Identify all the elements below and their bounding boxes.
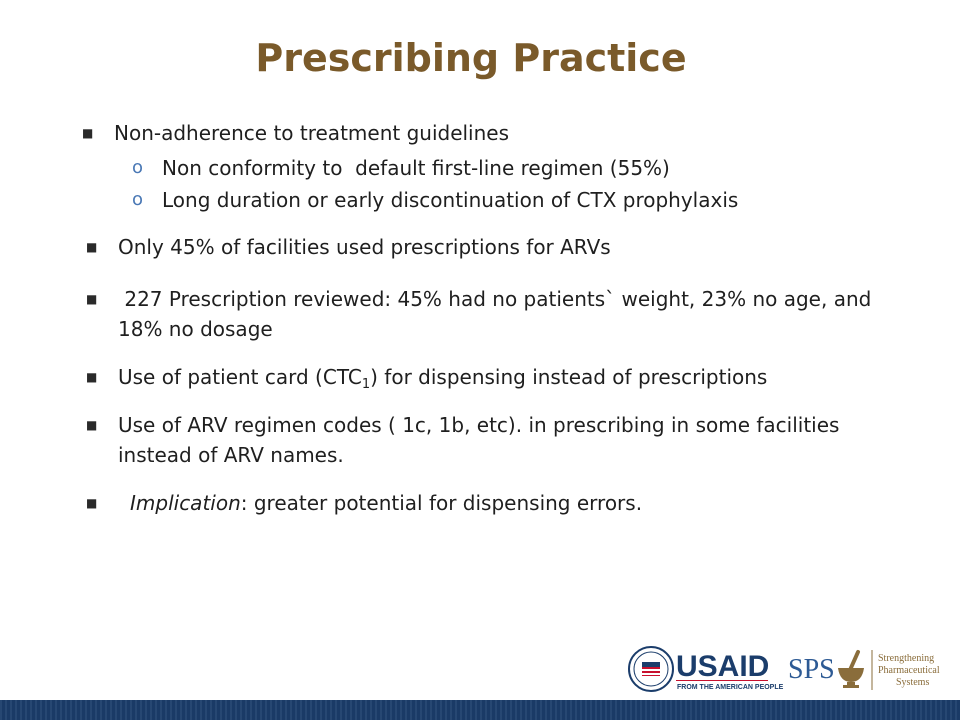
square-bullet-icon: ■ (86, 292, 98, 306)
sub-bullet-item: o Long duration or early discontinuation… (132, 186, 738, 214)
sub-bullet-item: o Non conformity to default first-line r… (132, 154, 670, 182)
bullet-item: ■ Implication: greater potential for dis… (86, 488, 642, 518)
bullet-item: ■ 227 Prescription reviewed: 45% had no … (86, 284, 871, 344)
sps-logo-text: SPS (788, 654, 835, 685)
square-bullet-icon: ■ (86, 240, 98, 254)
slide-title: Prescribing Practice (255, 36, 687, 80)
square-bullet-icon: ■ (82, 126, 94, 140)
bullet-text: Non-adherence to treatment guidelines (114, 121, 510, 145)
logo-area: USAID FROM THE AMERICAN PEOPLE SPS Stren… (628, 644, 958, 694)
usaid-seal-icon (628, 646, 674, 692)
bullet-item: ■ Use of patient card (CTC1) for dispens… (86, 362, 767, 392)
bullet-text: Use of ARV regimen codes ( 1c, 1b, etc).… (118, 413, 840, 437)
sps-line-1: Strengthening (878, 653, 934, 664)
bullet-text: 227 Prescription reviewed: 45% had no pa… (118, 287, 872, 311)
bullet-text: Only 45% of facilities used prescription… (118, 235, 611, 259)
sub-bullet-text: Non conformity to default first-line reg… (162, 156, 670, 180)
usaid-tagline: FROM THE AMERICAN PEOPLE (677, 684, 784, 691)
implication-label: Implication (130, 491, 241, 515)
bullet-item: ■ Non-adherence to treatment guidelines (82, 118, 509, 148)
bullet-item: ■ Only 45% of facilities used prescripti… (86, 232, 611, 262)
square-bullet-icon: ■ (86, 496, 98, 510)
mortar-pestle-icon (838, 650, 864, 688)
bullet-text: Use of patient card (CTC (118, 365, 362, 389)
footer-bar (0, 700, 960, 720)
bullet-item: ■ Use of ARV regimen codes ( 1c, 1b, etc… (86, 410, 839, 470)
bullet-text: : greater potential for dispensing error… (240, 491, 643, 515)
usaid-rule (676, 680, 768, 681)
bullet-text-continuation: 18% no dosage (118, 317, 273, 341)
bullet-text-end: ) for dispensing instead of prescription… (370, 365, 768, 389)
circle-bullet-icon: o (132, 189, 144, 210)
circle-bullet-icon: o (132, 157, 144, 178)
subscript: 1 (361, 377, 371, 392)
usaid-logo-text: USAID (676, 650, 769, 683)
sps-line-3: Systems (896, 677, 929, 688)
square-bullet-icon: ■ (86, 418, 98, 432)
logos-svg: USAID FROM THE AMERICAN PEOPLE SPS Stren… (628, 646, 940, 692)
sub-bullet-text: Long duration or early discontinuation o… (162, 188, 739, 212)
bullet-text-continuation: instead of ARV names. (118, 443, 344, 467)
square-bullet-icon: ■ (86, 370, 98, 384)
sps-line-2: Pharmaceutical (878, 665, 940, 676)
